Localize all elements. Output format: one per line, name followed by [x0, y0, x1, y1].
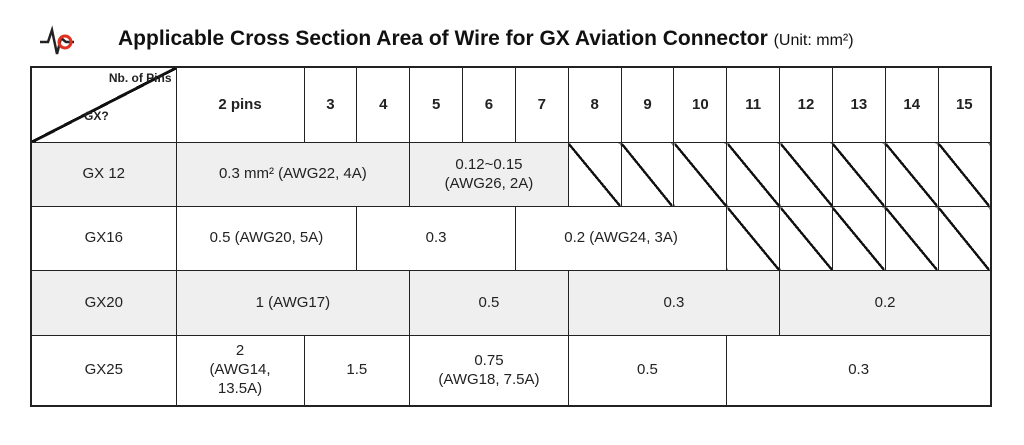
cell: 0.2 — [779, 270, 992, 336]
cell: 0.3 mm² (AWG22, 4A) — [175, 142, 411, 207]
column-header: 15 — [937, 66, 992, 143]
cell: 2 (AWG14, 13.5A) — [175, 335, 305, 407]
column-header: 7 — [514, 66, 569, 143]
cell: 0.2 (AWG24, 3A) — [514, 206, 728, 271]
cell: 0.3 — [726, 335, 992, 407]
empty-cell — [937, 142, 992, 207]
empty-cell — [726, 142, 781, 207]
column-header: 13 — [831, 66, 886, 143]
column-header: 10 — [673, 66, 728, 143]
cell: 0.5 — [567, 335, 728, 407]
cell: 0.3 — [356, 206, 516, 271]
empty-cell — [937, 206, 992, 271]
row-label: GX16 — [30, 206, 177, 271]
logo-ring — [57, 34, 73, 50]
cell: 0.5 (AWG20, 5A) — [175, 206, 358, 271]
empty-cell — [620, 142, 675, 207]
corner-bottom: GX? — [84, 109, 109, 123]
column-header: 4 — [356, 66, 411, 143]
title-line: Applicable Cross Section Area of Wire fo… — [118, 27, 854, 51]
logo-pulse — [40, 25, 74, 55]
row-label: GX25 — [30, 335, 177, 407]
empty-cell — [831, 206, 886, 271]
title: Applicable Cross Section Area of Wire fo… — [118, 27, 768, 50]
column-header: 14 — [884, 66, 939, 143]
column-header: 8 — [567, 66, 622, 143]
cell: 1 (AWG17) — [175, 270, 411, 336]
cell: 0.12~0.15 (AWG26, 2A) — [409, 142, 569, 207]
row-label: GX20 — [30, 270, 177, 336]
logo — [40, 25, 74, 55]
cell: 0.75 (AWG18, 7.5A) — [409, 335, 569, 407]
row: GX 12 0.3 mm² (AWG22, 4A) 0.12~0.15 (AWG… — [30, 142, 992, 207]
column-header: 6 — [462, 66, 516, 143]
empty-cell — [884, 206, 939, 271]
row: GX16 0.5 (AWG20, 5A) 0.3 0.2 (AWG24, 3A) — [30, 206, 992, 271]
empty-cell — [726, 206, 781, 271]
row: GX25 2 (AWG14, 13.5A) 1.5 0.75 (AWG18, 7… — [30, 335, 992, 407]
header-row: Nb. of Pins GX? 2 pins 3 4 5 6 7 8 9 10 11 12 13 14 15 — [30, 66, 992, 143]
column-header: 9 — [620, 66, 675, 143]
row: GX20 1 (AWG17) 0.5 0.3 0.2 — [30, 270, 992, 336]
column-header: 5 — [409, 66, 464, 143]
empty-cell — [884, 142, 939, 207]
column-header: 12 — [779, 66, 833, 143]
row-label: GX 12 — [30, 142, 177, 207]
cell: 1.5 — [303, 335, 411, 407]
column-header: 2 pins — [175, 66, 305, 143]
empty-cell — [567, 142, 622, 207]
column-header: 11 — [726, 66, 781, 143]
cell: 0.5 — [409, 270, 569, 336]
empty-cell — [831, 142, 886, 207]
corner-top: Nb. of Pins — [108, 71, 172, 85]
empty-cell — [673, 142, 728, 207]
corner-cell: Nb. of Pins GX? — [30, 66, 177, 143]
column-header: 3 — [303, 66, 358, 143]
unit: (Unit: mm²) — [773, 32, 854, 49]
empty-cell — [779, 142, 833, 207]
wire-table: Nb. of Pins GX? 2 pins 3 4 5 6 7 8 9 10 11 12 13 14 15… — [30, 66, 992, 407]
empty-cell — [779, 206, 833, 271]
cell: 0.3 — [567, 270, 781, 336]
